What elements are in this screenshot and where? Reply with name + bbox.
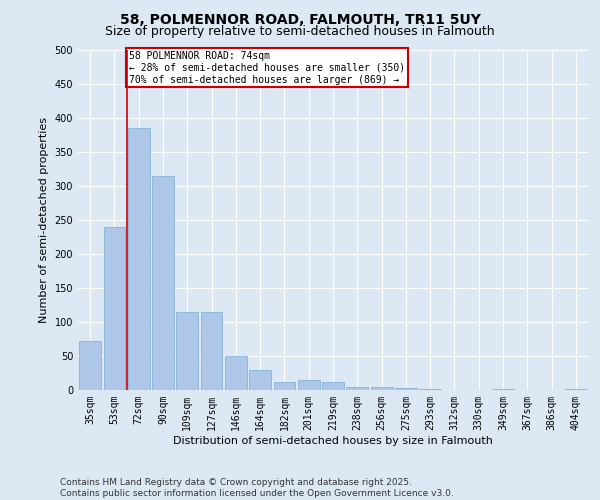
Bar bbox=[128, 128, 149, 390]
Bar bbox=[419, 388, 441, 390]
Bar bbox=[249, 370, 271, 390]
Text: Contains HM Land Registry data © Crown copyright and database right 2025.
Contai: Contains HM Land Registry data © Crown c… bbox=[60, 478, 454, 498]
Text: Size of property relative to semi-detached houses in Falmouth: Size of property relative to semi-detach… bbox=[105, 25, 495, 38]
Bar bbox=[152, 176, 174, 390]
Bar bbox=[200, 312, 223, 390]
X-axis label: Distribution of semi-detached houses by size in Falmouth: Distribution of semi-detached houses by … bbox=[173, 436, 493, 446]
Bar bbox=[322, 382, 344, 390]
Bar bbox=[492, 388, 514, 390]
Bar bbox=[346, 386, 368, 390]
Text: 58, POLMENNOR ROAD, FALMOUTH, TR11 5UY: 58, POLMENNOR ROAD, FALMOUTH, TR11 5UY bbox=[119, 12, 481, 26]
Bar bbox=[176, 312, 198, 390]
Bar bbox=[395, 388, 417, 390]
Bar bbox=[79, 341, 101, 390]
Bar bbox=[565, 388, 587, 390]
Bar bbox=[104, 227, 125, 390]
Bar bbox=[225, 356, 247, 390]
Y-axis label: Number of semi-detached properties: Number of semi-detached properties bbox=[39, 117, 49, 323]
Bar bbox=[371, 388, 392, 390]
Bar bbox=[274, 382, 295, 390]
Text: 58 POLMENNOR ROAD: 74sqm
← 28% of semi-detached houses are smaller (350)
70% of : 58 POLMENNOR ROAD: 74sqm ← 28% of semi-d… bbox=[129, 52, 405, 84]
Bar bbox=[298, 380, 320, 390]
